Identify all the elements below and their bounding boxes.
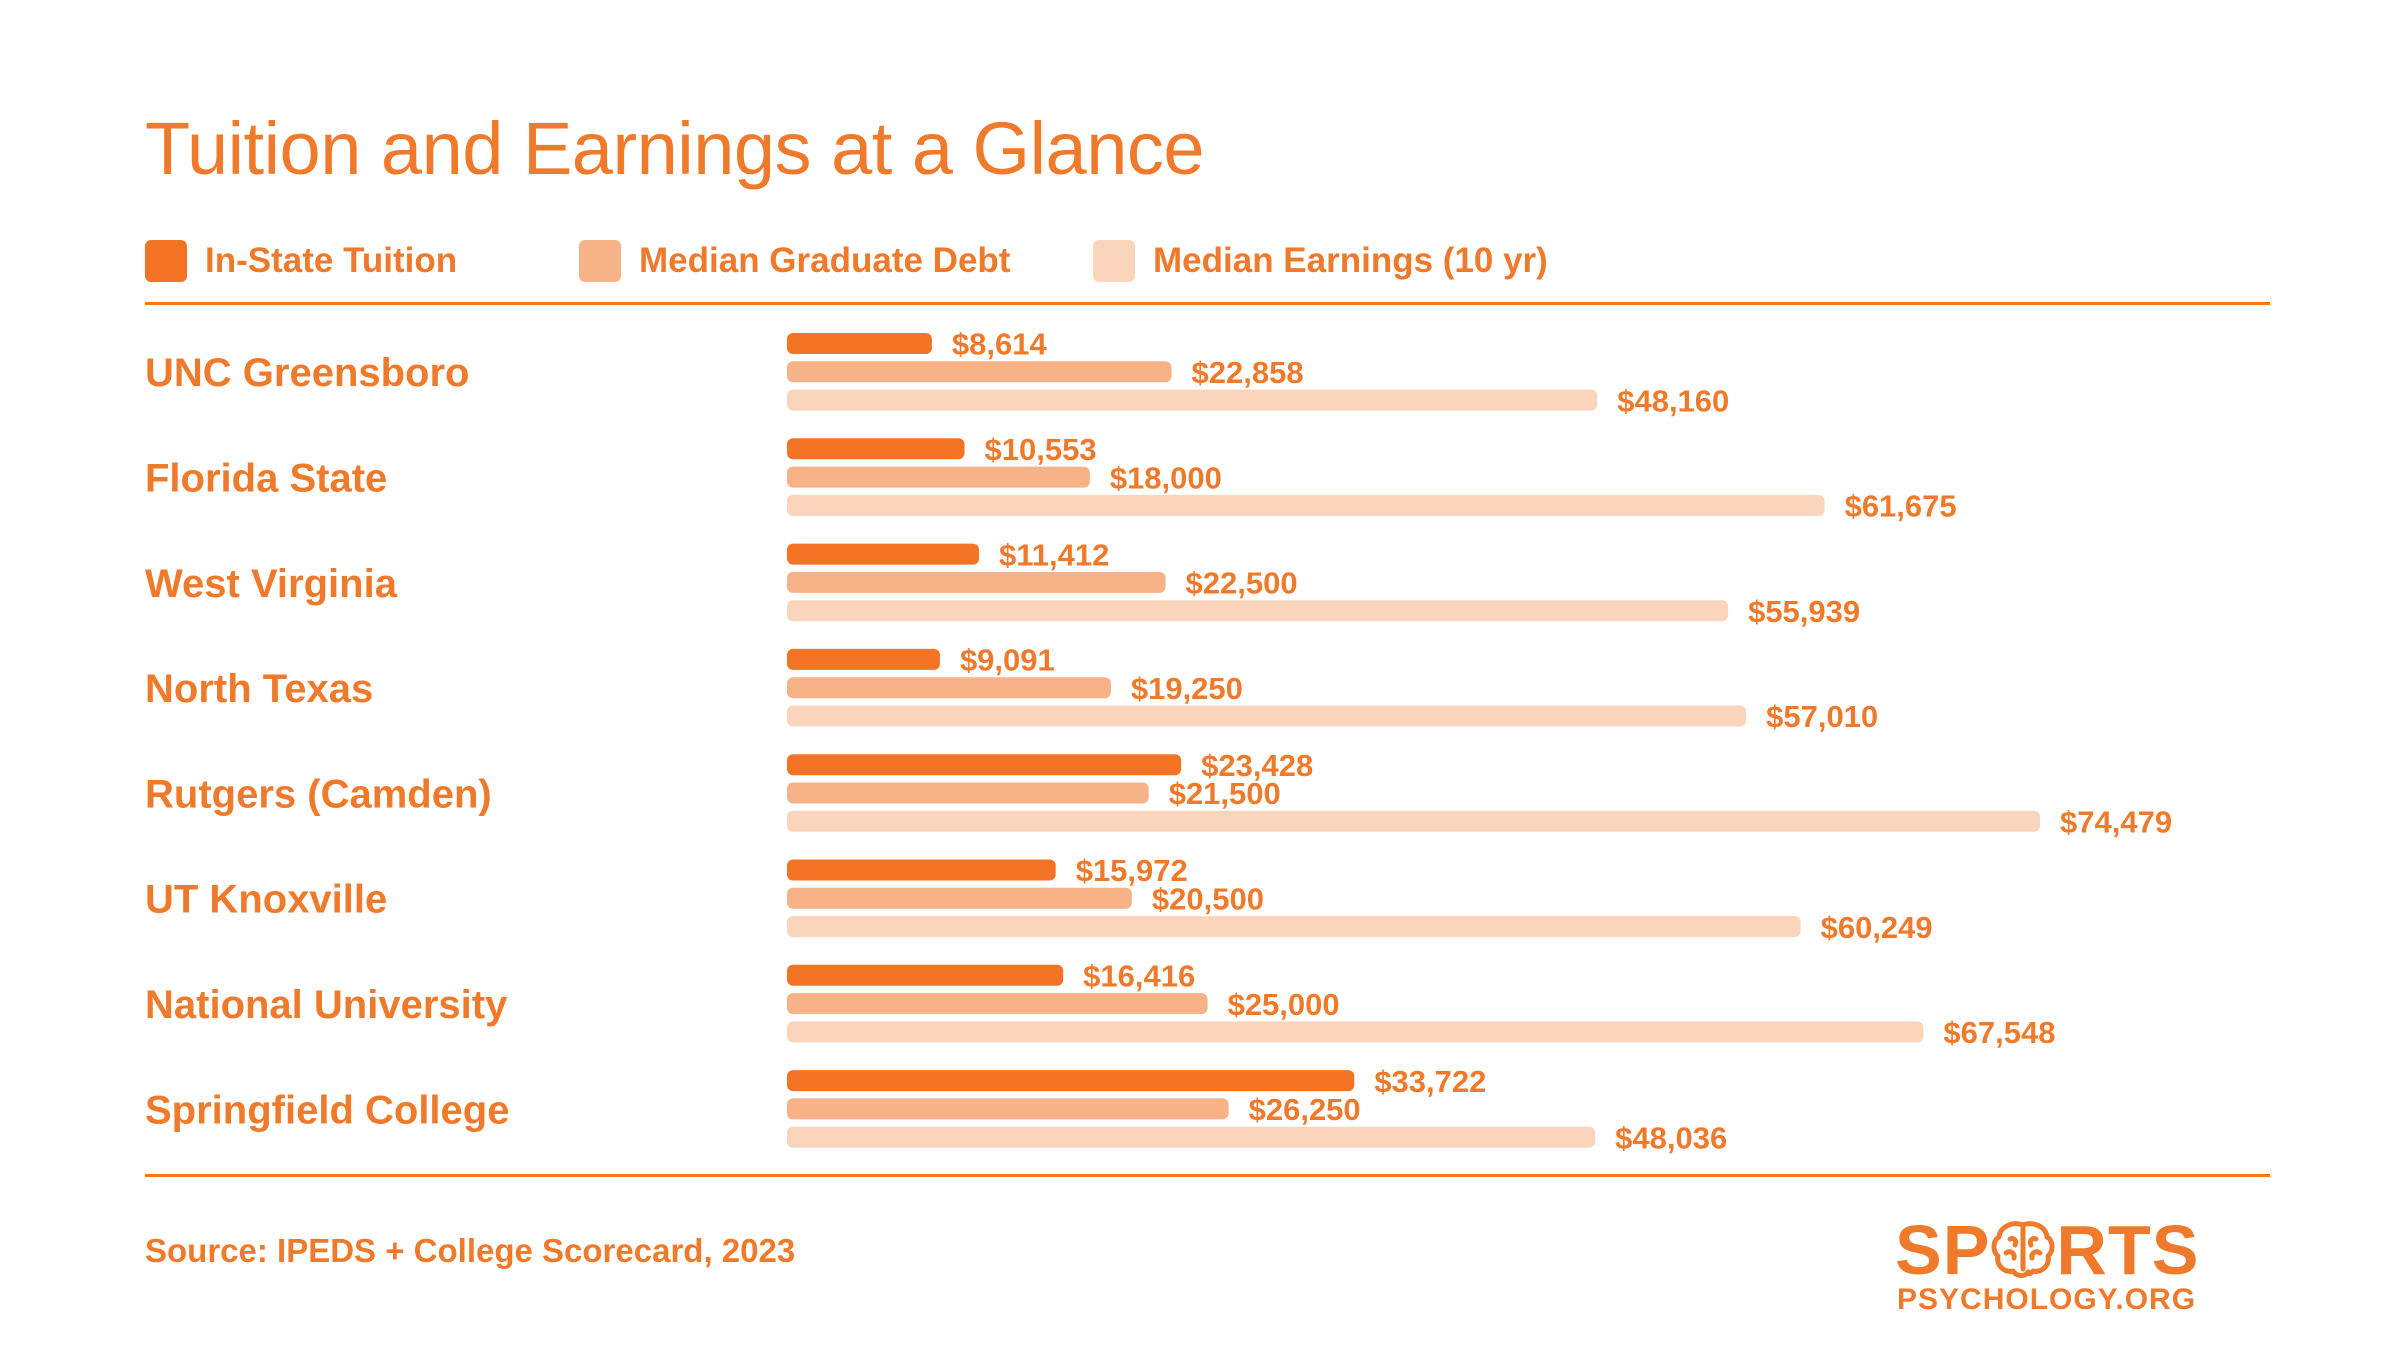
bar-in-state-tuition-national-university (787, 964, 1064, 986)
bar-in-state-tuition-ut-knoxville (787, 859, 1056, 881)
category-label-rutgers-camden: Rutgers (Camden) (145, 772, 492, 816)
category-label-national-university: National University (145, 983, 508, 1027)
bar-median-earnings-10-yr-florida-state (787, 494, 1825, 516)
category-label-springfield-college: Springfield College (145, 1088, 509, 1132)
top-divider (145, 302, 2270, 305)
data-label-median-earnings-10-yr-west-virginia: $55,939 (1748, 594, 1860, 629)
data-label-median-earnings-10-yr-rutgers-camden: $74,479 (2060, 804, 2172, 839)
source-note: Source: IPEDS + College Scorecard, 2023 (145, 1232, 796, 1269)
sportspsychology-logo: SP RTS PSYCHOLOGY.ORG (1895, 1215, 2255, 1316)
data-label-in-state-tuition-west-virginia: $11,412 (999, 537, 1109, 572)
data-label-in-state-tuition-florida-state: $10,553 (985, 432, 1097, 467)
logo-wordmark: SP RTS (1895, 1215, 2199, 1285)
bar-median-earnings-10-yr-springfield-college (787, 1126, 1596, 1148)
category-label-florida-state: Florida State (145, 457, 387, 501)
bar-in-state-tuition-springfield-college (787, 1070, 1355, 1092)
legend-item-median-earnings: Median Earnings (10 yr) (1093, 240, 1548, 282)
bar-median-earnings-10-yr-west-virginia (787, 600, 1729, 622)
data-label-in-state-tuition-ut-knoxville: $15,972 (1076, 853, 1188, 888)
bar-in-state-tuition-unc-greensboro (787, 333, 932, 354)
data-label-in-state-tuition-national-university: $16,416 (1083, 958, 1195, 993)
bar-in-state-tuition-florida-state (787, 438, 965, 460)
bar-in-state-tuition-north-texas (787, 648, 940, 670)
data-label-median-graduate-debt-west-virginia: $22,500 (1186, 566, 1298, 601)
legend-swatch-median-earnings (1093, 240, 1135, 282)
category-label-north-texas: North Texas (145, 667, 373, 711)
bar-median-graduate-debt-north-texas (787, 677, 1111, 699)
category-label-west-virginia: West Virginia (145, 562, 398, 606)
bar-median-graduate-debt-florida-state (787, 466, 1090, 488)
bar-median-graduate-debt-ut-knoxville (787, 887, 1132, 909)
data-label-median-graduate-debt-ut-knoxville: $20,500 (1152, 881, 1264, 916)
logo-text-left: SP (1895, 1211, 1991, 1289)
bar-median-graduate-debt-national-university (787, 993, 1208, 1015)
data-label-in-state-tuition-unc-greensboro: $8,614 (952, 327, 1048, 362)
data-label-median-earnings-10-yr-florida-state: $61,675 (1845, 489, 1957, 524)
data-label-median-earnings-10-yr-national-university: $67,548 (1943, 1015, 2055, 1050)
data-label-median-graduate-debt-springfield-college: $26,250 (1249, 1092, 1361, 1127)
data-label-median-graduate-debt-florida-state: $18,000 (1110, 460, 1222, 495)
bar-median-graduate-debt-west-virginia (787, 571, 1166, 593)
category-label-ut-knoxville: UT Knoxville (145, 878, 387, 922)
legend-label-median-graduate-debt: Median Graduate Debt (639, 241, 1011, 280)
logo-text-right: RTS (2056, 1211, 2200, 1289)
data-label-median-graduate-debt-national-university: $25,000 (1228, 987, 1340, 1022)
bar-in-state-tuition-rutgers-camden (787, 754, 1182, 776)
data-label-median-earnings-10-yr-unc-greensboro: $48,160 (1617, 383, 1729, 418)
bar-median-graduate-debt-springfield-college (787, 1098, 1229, 1120)
data-label-median-graduate-debt-unc-greensboro: $22,858 (1192, 355, 1304, 390)
chart-title: Tuition and Earnings at a Glance (145, 107, 1205, 190)
legend-item-median-graduate-debt: Median Graduate Debt (579, 240, 1010, 282)
bar-in-state-tuition-west-virginia (787, 543, 979, 565)
bar-median-earnings-10-yr-unc-greensboro (787, 389, 1598, 411)
data-label-median-earnings-10-yr-ut-knoxville: $60,249 (1821, 910, 1933, 945)
bar-median-earnings-10-yr-rutgers-camden (787, 810, 2040, 832)
bottom-divider (145, 1174, 2270, 1177)
data-label-in-state-tuition-north-texas: $9,091 (960, 643, 1055, 678)
category-label-unc-greensboro: UNC Greensboro (145, 351, 470, 395)
data-label-median-earnings-10-yr-springfield-college: $48,036 (1615, 1120, 1727, 1155)
legend-swatch-in-state-tuition (145, 240, 187, 282)
data-label-median-graduate-debt-north-texas: $19,250 (1131, 671, 1243, 706)
bar-median-graduate-debt-rutgers-camden (787, 782, 1149, 804)
legend-item-in-state-tuition: In-State Tuition (145, 240, 457, 282)
bar-median-earnings-10-yr-ut-knoxville (787, 916, 1801, 938)
legend-label-in-state-tuition: In-State Tuition (205, 241, 458, 280)
bar-median-earnings-10-yr-north-texas (787, 705, 1747, 727)
logo-subtext: PSYCHOLOGY.ORG (1897, 1283, 2197, 1316)
data-label-in-state-tuition-rutgers-camden: $23,428 (1201, 748, 1313, 783)
data-label-median-graduate-debt-rutgers-camden: $21,500 (1169, 776, 1281, 811)
legend-swatch-median-graduate-debt (579, 240, 621, 282)
brain-icon (1991, 1221, 2055, 1279)
bar-median-graduate-debt-unc-greensboro (787, 361, 1172, 383)
legend-label-median-earnings: Median Earnings (10 yr) (1153, 241, 1548, 280)
data-label-in-state-tuition-springfield-college: $33,722 (1374, 1064, 1486, 1099)
bar-median-earnings-10-yr-national-university (787, 1021, 1924, 1043)
data-label-median-earnings-10-yr-north-texas: $57,010 (1766, 699, 1878, 734)
